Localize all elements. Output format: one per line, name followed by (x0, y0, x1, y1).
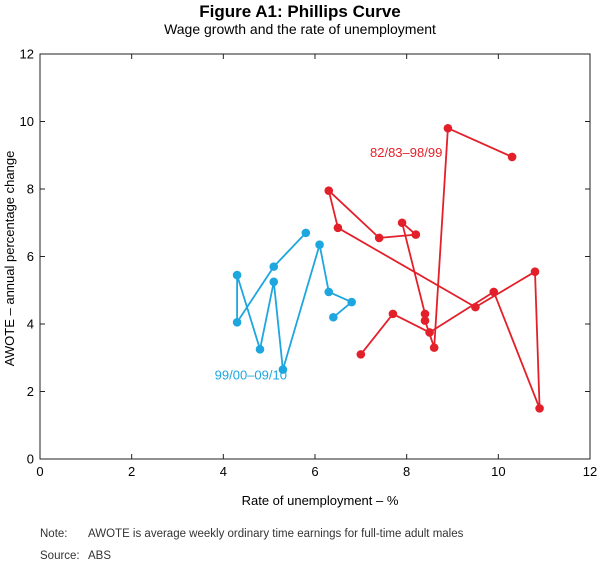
data-point (269, 262, 279, 271)
note-label: Note: (40, 528, 68, 540)
data-point (333, 223, 343, 233)
y-axis-label: AWOTE – annual percentage change (2, 151, 17, 367)
data-point (356, 350, 366, 359)
plot-frame (39, 53, 591, 460)
y-tick-label: 2 (27, 384, 34, 399)
data-point (530, 267, 540, 276)
data-point (315, 240, 324, 249)
y-tick-label: 0 (27, 452, 34, 467)
data-point (329, 312, 338, 322)
source-text: ABS (88, 550, 112, 562)
note-line: Note: AWOTE is average weekly ordinary ti… (40, 528, 463, 540)
chart-subtitle: Wage growth and the rate of unemployment (164, 21, 436, 37)
data-point (255, 345, 265, 354)
y-tick-label: 12 (20, 47, 34, 62)
y-tick-label: 10 (20, 114, 34, 129)
series-label: 99/00–09/10 (215, 368, 287, 383)
x-tick-label: 12 (583, 464, 597, 479)
data-point (374, 233, 384, 243)
y-tick-label: 4 (27, 317, 34, 332)
data-point (232, 270, 242, 280)
data-point (420, 309, 430, 319)
x-tick-label: 0 (36, 464, 43, 479)
data-point (232, 318, 242, 327)
data-point (397, 218, 407, 228)
data-point (420, 316, 430, 325)
data-point (443, 123, 453, 133)
data-point (301, 228, 311, 238)
y-tick-label: 8 (27, 182, 34, 197)
x-tick-label: 2 (128, 464, 135, 479)
series-line (236, 232, 353, 371)
series-line (327, 127, 541, 410)
data-point (507, 152, 517, 162)
x-tick-label: 8 (403, 464, 410, 479)
x-tick-label: 6 (311, 464, 318, 479)
data-point (269, 277, 279, 287)
data-point (535, 404, 544, 413)
data-point (411, 230, 421, 239)
x-axis-label: Rate of unemployment – % (242, 493, 399, 508)
chart-title: Figure A1: Phillips Curve (199, 2, 401, 21)
data-point (347, 297, 356, 307)
data-point (278, 365, 288, 374)
data-point (324, 287, 334, 297)
data-point (429, 343, 439, 352)
data-point (324, 186, 334, 195)
data-point (388, 309, 398, 319)
source-line: Source: ABS (40, 550, 111, 562)
x-tick-label: 4 (220, 464, 227, 479)
data-point (425, 328, 434, 337)
data-point (471, 302, 480, 312)
y-tick-label: 6 (27, 249, 34, 264)
data-point (489, 287, 499, 297)
note-text: AWOTE is average weekly ordinary time ea… (88, 528, 464, 540)
x-tick-label: 10 (491, 464, 505, 479)
series-label: 82/83–98/99 (370, 145, 442, 160)
source-label: Source: (40, 550, 80, 562)
